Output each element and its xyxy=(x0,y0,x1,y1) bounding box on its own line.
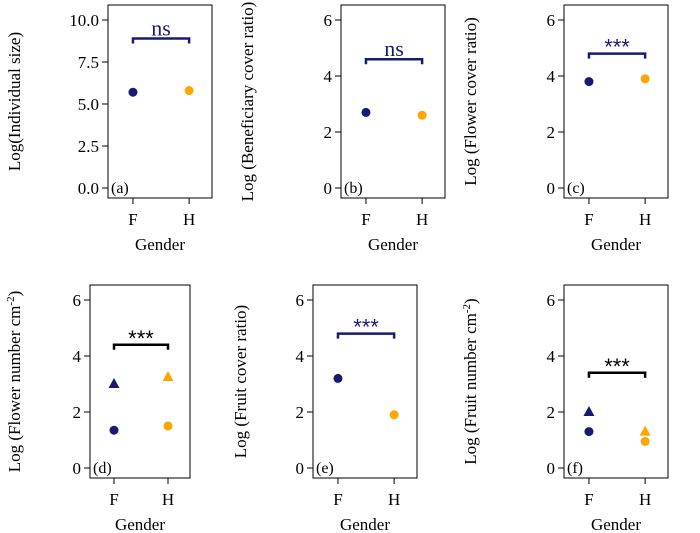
panel-tag: (c) xyxy=(567,180,585,197)
x-tick-label-F: F xyxy=(584,490,593,509)
y-axis-label: Log(Individual size) xyxy=(5,32,24,171)
y-tick-label: 10.0 xyxy=(69,11,99,30)
y-tick-label: 2 xyxy=(296,403,305,422)
y-tick-label: 2 xyxy=(324,123,333,142)
data-point-circle-H xyxy=(184,86,194,96)
y-tick-label: 4 xyxy=(547,347,556,366)
data-point-circle-H xyxy=(640,436,650,446)
y-tick-label: 2 xyxy=(547,403,556,422)
x-tick-label-H: H xyxy=(416,210,428,229)
data-point-triangle-F xyxy=(108,378,120,388)
data-point-circle-F xyxy=(333,373,343,383)
y-tick-label: 6 xyxy=(296,291,305,310)
y-tick-label: 0 xyxy=(547,459,556,478)
x-axis-label: Gender xyxy=(591,235,641,254)
x-axis-label: Gender xyxy=(135,235,185,254)
x-tick-label-H: H xyxy=(639,210,651,229)
y-tick-label: 7.5 xyxy=(78,53,99,72)
panel-tag: (f) xyxy=(567,460,583,477)
significance-label: *** xyxy=(604,354,630,379)
x-axis-label: Gender xyxy=(115,515,165,533)
significance-bracket xyxy=(364,57,424,65)
y-tick-label: 5.0 xyxy=(78,95,99,114)
plot-frame xyxy=(89,284,191,479)
significance-bracket xyxy=(587,52,647,59)
y-tick-label: 6 xyxy=(324,11,333,30)
y-tick-label: 4 xyxy=(324,67,333,86)
y-tick-label: 0 xyxy=(296,459,305,478)
data-point-circle-F xyxy=(361,107,371,117)
plot-frame xyxy=(340,4,446,199)
significance-label: *** xyxy=(353,315,379,340)
y-tick-label: 2 xyxy=(73,403,82,422)
panel-c: 0 2 4 6 F H Gender Log (Flower cover ratio) (c) *… xyxy=(461,4,669,254)
data-point-triangle-F xyxy=(583,406,595,416)
panel-f: 0 2 4 6 F H Gender Log (Fruit number cm-2) (f) **… xyxy=(461,284,669,533)
y-axis-label: Log (Fruit cover ratio) xyxy=(231,305,250,458)
significance-bracket xyxy=(587,371,647,378)
x-tick-label-H: H xyxy=(388,490,400,509)
significance-label: *** xyxy=(128,326,154,351)
y-tick-label: 4 xyxy=(73,347,82,366)
panel-tag: (b) xyxy=(344,180,363,197)
data-point-triangle-H xyxy=(162,371,174,381)
significance-label: *** xyxy=(604,35,630,60)
panel-tag: (a) xyxy=(111,180,129,197)
y-tick-label: 0.0 xyxy=(78,179,99,198)
significance-bracket xyxy=(131,37,191,44)
significance-label: ns xyxy=(384,36,404,61)
x-tick-label-H: H xyxy=(162,490,174,509)
y-tick-label: 4 xyxy=(296,347,305,366)
significance-label: ns xyxy=(151,15,171,40)
plot-frame xyxy=(563,4,669,199)
x-tick-label-H: H xyxy=(183,210,195,229)
x-axis-label: Gender xyxy=(591,515,641,533)
x-tick-label-F: F xyxy=(584,210,593,229)
y-tick-label: 6 xyxy=(547,11,556,30)
panel-d: 0 2 4 6 F H Gender Log (Flower number cm-2) (d) *… xyxy=(5,284,191,533)
x-tick-label-F: F xyxy=(109,490,118,509)
plot-frame xyxy=(107,4,213,199)
data-point-circle-H xyxy=(389,410,399,420)
panel-b: 0 2 4 6 F H Gender Log (Beneficiary cover ratio… xyxy=(238,2,446,254)
x-tick-label-F: F xyxy=(361,210,370,229)
y-tick-label: 0 xyxy=(324,179,333,198)
y-axis-label: Log (Beneficiary cover ratio) xyxy=(238,2,257,202)
y-tick-label: 6 xyxy=(547,291,556,310)
data-point-circle-F xyxy=(584,77,594,87)
y-axis-label: Log (Flower number cm-2) xyxy=(5,291,24,473)
data-point-circle-H xyxy=(640,74,650,84)
plot-frame xyxy=(312,284,418,479)
y-tick-label: 0 xyxy=(73,459,82,478)
panel-tag: (d) xyxy=(93,460,112,477)
significance-bracket xyxy=(112,343,170,350)
panel-e: 0 2 4 6 F H Gender Log (Fruit cover ratio) (e) **… xyxy=(231,284,418,533)
y-axis-label: Log (Flower cover ratio) xyxy=(461,17,480,186)
data-point-circle-H xyxy=(163,421,173,431)
data-point-circle-H xyxy=(417,110,427,120)
significance-bracket xyxy=(336,332,396,339)
data-point-triangle-H xyxy=(639,425,651,436)
y-axis-label: Log (Fruit number cm-2) xyxy=(461,298,480,464)
data-point-circle-F xyxy=(128,87,138,97)
x-tick-label-H: H xyxy=(639,490,651,509)
x-axis-label: Gender xyxy=(368,235,418,254)
data-point-circle-F xyxy=(109,425,119,435)
y-tick-label: 2.5 xyxy=(78,137,99,156)
y-tick-label: 2 xyxy=(547,123,556,142)
y-tick-label: 4 xyxy=(547,67,556,86)
x-axis-label: Gender xyxy=(340,515,390,533)
plot-frame xyxy=(563,284,669,479)
y-tick-label: 6 xyxy=(73,291,82,310)
x-tick-label-F: F xyxy=(128,210,137,229)
data-point-circle-F xyxy=(584,427,594,437)
y-tick-label: 0 xyxy=(547,179,556,198)
panel-a: 0.0 2.5 5.0 7.5 10.0 F H Gender Log(Individual s… xyxy=(5,4,213,254)
panel-tag: (e) xyxy=(316,460,334,477)
x-tick-label-F: F xyxy=(333,490,342,509)
